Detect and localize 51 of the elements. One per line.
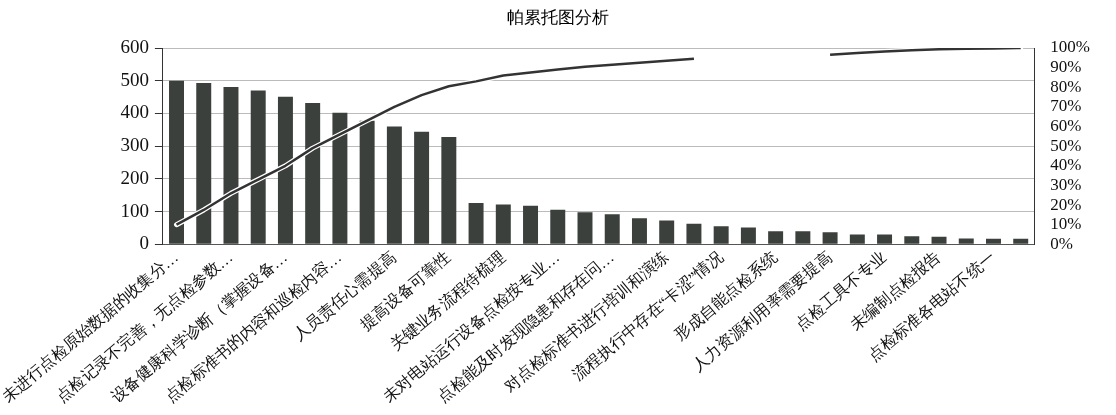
y-tick-label: 0 xyxy=(139,232,149,254)
bar xyxy=(822,232,838,244)
bar xyxy=(495,204,511,244)
bar xyxy=(277,96,293,244)
bar xyxy=(795,231,811,244)
y2-tick-label: 80% xyxy=(1050,76,1082,96)
y-tick-label: 200 xyxy=(120,166,149,188)
bar xyxy=(359,120,375,244)
bar xyxy=(305,102,321,244)
bar xyxy=(414,131,430,244)
y-tick-label: 400 xyxy=(120,101,149,123)
y2-tick-label: 50% xyxy=(1050,135,1082,155)
bar xyxy=(523,205,539,244)
y-tick-label: 600 xyxy=(120,35,149,57)
bar xyxy=(904,236,920,244)
y-tick-label: 500 xyxy=(120,68,149,90)
bar xyxy=(250,90,266,244)
y2-tick-label: 40% xyxy=(1050,155,1082,175)
y2-tick-label: 0% xyxy=(1050,233,1074,253)
y2-tick-label: 10% xyxy=(1050,214,1082,234)
bar xyxy=(169,80,184,244)
bar xyxy=(1013,238,1029,244)
bar xyxy=(577,212,593,244)
bar xyxy=(877,234,893,244)
bar xyxy=(441,136,457,244)
bar xyxy=(604,214,620,244)
bar xyxy=(196,83,212,244)
y-tick-label: 300 xyxy=(120,134,149,156)
y2-tick-label: 60% xyxy=(1050,115,1082,135)
bar xyxy=(958,238,974,244)
bar xyxy=(849,234,865,244)
bar xyxy=(986,238,1001,244)
bar xyxy=(332,112,348,244)
bar xyxy=(931,236,947,244)
bar xyxy=(768,231,784,244)
y2-tick-label: 90% xyxy=(1050,57,1082,77)
y2-tick-label: 70% xyxy=(1050,96,1082,116)
bar xyxy=(631,218,647,244)
y-tick-label: 100 xyxy=(120,199,149,221)
chart-title: 帕累托图分析 xyxy=(506,7,610,29)
bar xyxy=(686,223,702,244)
y2-tick-label: 30% xyxy=(1050,174,1082,194)
bar xyxy=(468,203,484,244)
bar xyxy=(659,220,675,244)
y2-tick-label: 20% xyxy=(1050,194,1082,214)
bar xyxy=(740,227,756,244)
bar xyxy=(550,209,566,244)
bar xyxy=(713,226,729,244)
y2-tick-label: 100% xyxy=(1050,37,1091,57)
bar xyxy=(386,126,402,244)
bar xyxy=(223,86,239,244)
